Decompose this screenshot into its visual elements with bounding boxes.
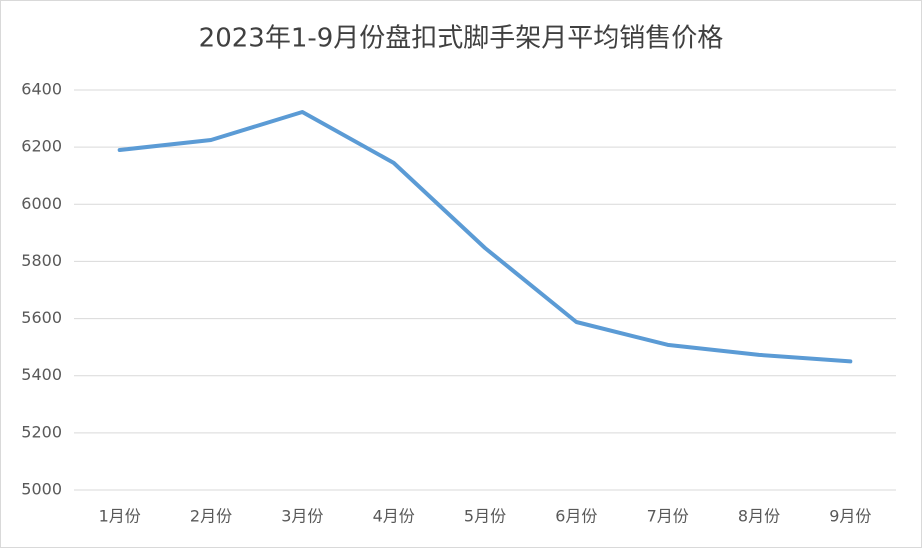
y-tick-label: 6200	[21, 137, 62, 156]
y-tick-label: 5800	[21, 251, 62, 270]
x-tick-label: 8月份	[738, 507, 780, 526]
x-tick-label: 3月份	[281, 507, 323, 526]
x-tick-label: 5月份	[464, 507, 506, 526]
x-tick-label: 4月份	[373, 507, 415, 526]
chart-title: 2023年1-9月份盘扣式脚手架月平均销售价格	[199, 24, 724, 54]
y-tick-label: 5600	[21, 308, 62, 327]
y-tick-label: 6000	[21, 194, 62, 213]
y-tick-label: 5000	[21, 480, 62, 499]
y-tick-label: 5400	[21, 365, 62, 384]
y-tick-label: 6400	[21, 80, 62, 99]
x-tick-label: 6月份	[555, 507, 597, 526]
x-tick-label: 2月份	[190, 507, 232, 526]
y-tick-label: 5200	[21, 422, 62, 441]
x-tick-label: 9月份	[829, 507, 871, 526]
x-tick-label: 7月份	[647, 507, 689, 526]
line-series	[117, 110, 853, 364]
x-tick-label: 1月份	[99, 507, 141, 526]
